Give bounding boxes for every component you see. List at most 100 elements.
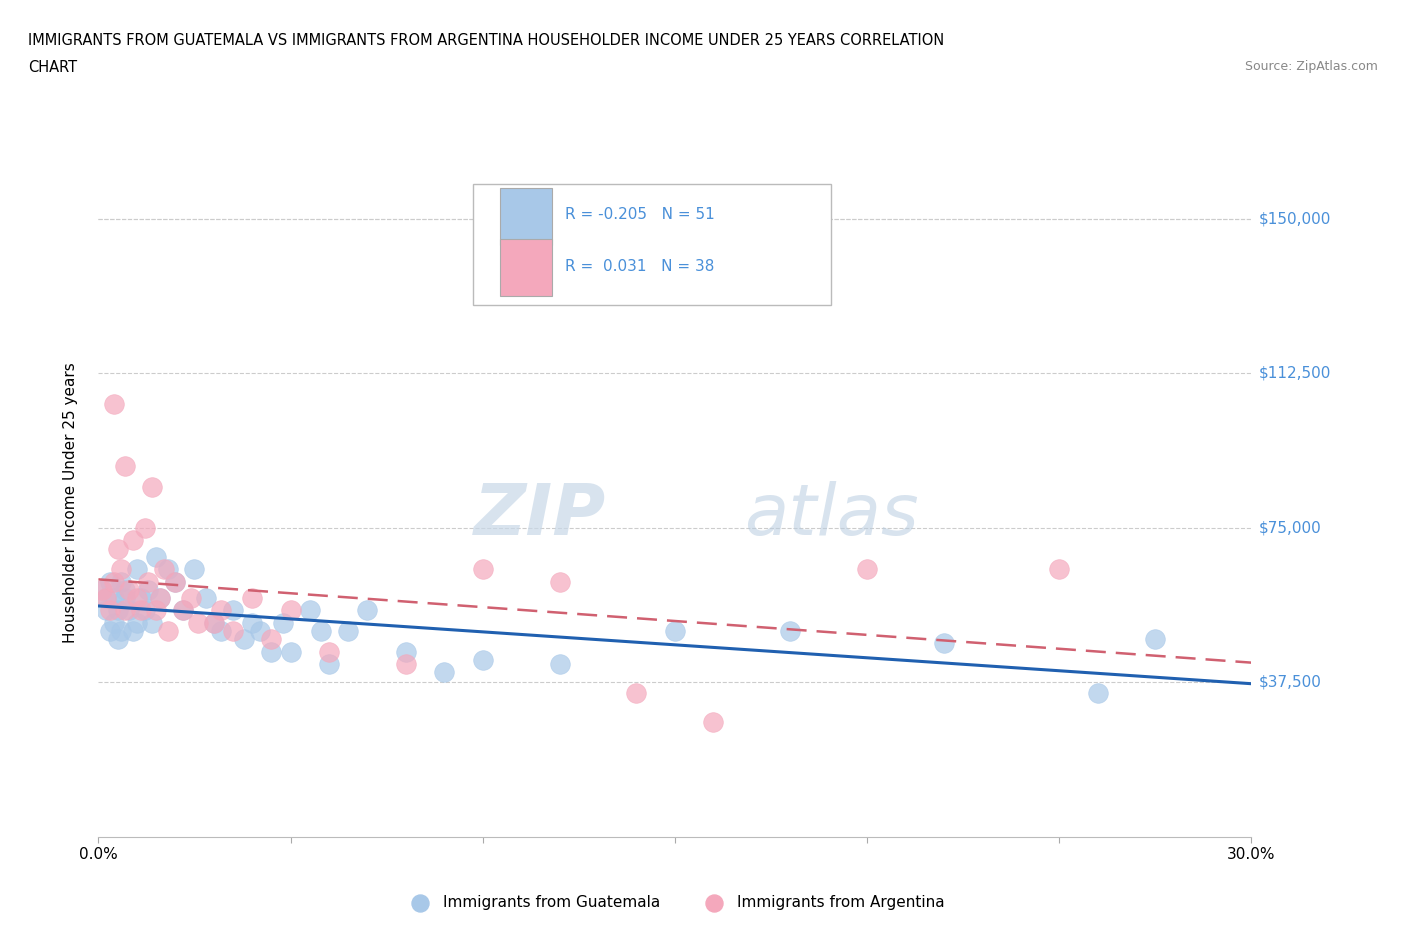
Point [98,574,121,589]
Point [195,591,218,605]
Point [138,582,160,597]
Point [134,521,156,536]
Point [103,591,125,605]
Point [548,574,571,589]
Point [125,616,148,631]
Point [122,623,145,638]
Point [626,685,648,700]
Point [183,562,205,577]
Point [118,603,141,618]
Text: Source: ZipAtlas.com: Source: ZipAtlas.com [1244,60,1378,73]
Point [240,616,263,631]
Text: CHART: CHART [28,60,77,75]
Text: ZIP: ZIP [474,481,606,550]
Point [318,644,340,659]
Y-axis label: Householder Income Under 25 years: Householder Income Under 25 years [63,362,77,643]
Text: R = -0.205   N = 51: R = -0.205 N = 51 [565,207,716,222]
Text: IMMIGRANTS FROM GUATEMALA VS IMMIGRANTS FROM ARGENTINA HOUSEHOLDER INCOME UNDER : IMMIGRANTS FROM GUATEMALA VS IMMIGRANTS … [28,33,945,47]
Point [209,623,232,638]
Point [298,603,321,618]
Point [103,574,125,589]
Point [1144,631,1167,646]
Point [856,562,879,577]
Text: R =  0.031   N = 38: R = 0.031 N = 38 [565,259,714,273]
Point [98,603,121,618]
Point [240,591,263,605]
Point [94,603,117,618]
Point [138,574,160,589]
FancyBboxPatch shape [472,184,831,305]
Point [165,574,187,589]
Point [129,603,152,618]
Point [1047,562,1070,577]
Point [172,603,194,618]
Point [114,591,136,605]
Point [94,591,117,605]
Point [222,603,245,618]
Point [395,644,418,659]
Point [172,603,194,618]
Point [145,550,167,565]
Point [107,631,129,646]
Point [110,623,132,638]
Point [280,603,302,618]
Point [471,652,494,667]
Point [91,582,114,597]
Point [271,616,294,631]
Point [471,562,494,577]
Text: $150,000: $150,000 [1258,211,1330,226]
Point [107,603,129,618]
Point [165,574,187,589]
Point [222,623,245,638]
Point [114,582,136,597]
Point [103,616,125,631]
Point [356,603,378,618]
Point [702,714,724,729]
Point [180,591,202,605]
Point [98,623,121,638]
Point [932,636,955,651]
Point [779,623,801,638]
Point [114,603,136,618]
Point [1087,685,1109,700]
Point [129,591,152,605]
Point [548,657,571,671]
Legend: Immigrants from Guatemala, Immigrants from Argentina: Immigrants from Guatemala, Immigrants fr… [399,889,950,916]
Point [233,631,256,646]
Point [125,562,148,577]
Point [187,616,209,631]
Point [260,644,283,659]
Point [337,623,360,638]
Point [664,623,686,638]
Point [141,616,163,631]
Point [103,397,125,412]
Point [125,591,148,605]
Point [260,631,283,646]
Text: $112,500: $112,500 [1258,365,1330,381]
Point [280,644,302,659]
Bar [499,239,551,297]
Point [122,533,145,548]
Point [145,603,167,618]
Point [209,603,232,618]
Point [141,479,163,494]
Point [110,574,132,589]
Point [395,657,418,671]
Bar [499,188,551,246]
Point [318,657,340,671]
Point [433,665,456,680]
Point [156,562,179,577]
Point [118,582,141,597]
Point [152,562,174,577]
Point [94,591,117,605]
Point [91,582,114,597]
Text: $37,500: $37,500 [1258,675,1322,690]
Point [202,616,225,631]
Point [134,603,156,618]
Point [202,616,225,631]
Point [311,623,333,638]
Point [149,591,172,605]
Text: atlas: atlas [744,481,918,550]
Point [110,562,132,577]
Point [107,541,129,556]
